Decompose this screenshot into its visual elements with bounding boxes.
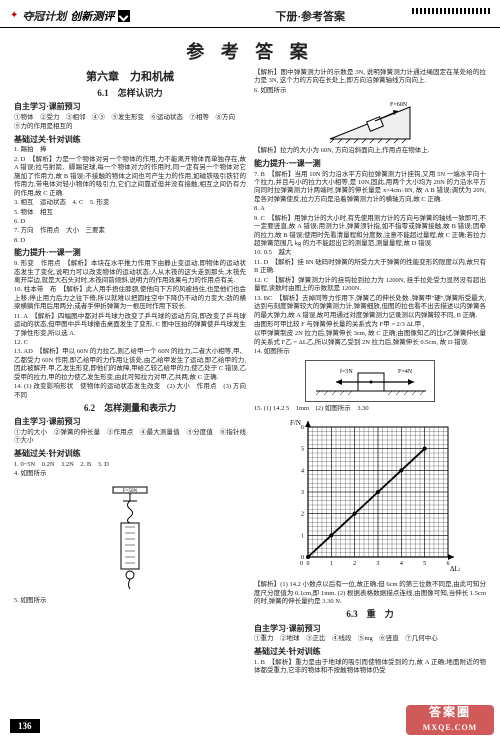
subhead-basic-3: 基础过关·针对训练 — [254, 647, 486, 658]
block-left-label: f=3N — [340, 368, 353, 375]
figure-spring-gauge: F=50N — [95, 483, 165, 593]
r-q13: 13. BC 【解析】去掉同等力作用下,弹簧乙的伸长处数 ,弹簧甲"硬",弹簧所… — [254, 295, 486, 320]
header-right: 下册·参考答案 — [275, 8, 345, 24]
page-header: ✦ 夺冠计划 创新测评 下册·参考答案 — [0, 0, 500, 28]
prestudy-line2: ⑨力的作用是相互的 — [14, 123, 246, 131]
prestudy-line1: ①物体 ②受力 ③相邻 ④③ ⑤发生形变 ⑥运动状态 ⑦相等 ⑧方向 — [14, 114, 246, 122]
prestudy-line3: ①力的大小 ②弹簧的伸长量 ③作用点 ④最大测量值 ⑤分度值 ⑥指针线 ⑦大小 — [14, 429, 246, 446]
brand-2: 创新测评 — [70, 8, 114, 24]
svg-text:0: 0 — [300, 561, 303, 567]
subhead-ability-1: 能力提升·一课一测 — [14, 248, 246, 259]
section-6-2: 6.2 怎样测量和表示力 — [14, 402, 246, 414]
main-title: 参 考 答 案 — [0, 38, 500, 64]
svg-text:2: 2 — [353, 561, 356, 567]
svg-text:4: 4 — [301, 469, 304, 475]
q3: 3. 相互 运动状态 4. C 5. 形变 — [14, 199, 246, 207]
q1: 1. 踢拍 捧 — [14, 146, 246, 154]
incline-force-label: F=60N — [390, 102, 408, 108]
q12: 13. AD 【解析】甲以 60N 的力拉乙,则乙给甲一个 60N 的拉力,二者… — [14, 348, 246, 382]
svg-text:1: 1 — [301, 534, 304, 540]
q14: 1. 0~5N 0.2N 3.2N 2. B 3. D — [14, 461, 246, 469]
q16: 5. 如图所示 — [14, 597, 246, 605]
figure-incline: F=60N — [320, 97, 420, 145]
q7: 8. D — [14, 237, 246, 245]
q8: 9. 形变 作用点 【解析】本块在水平推力作用下由静止变运动,即物体的运动状态发… — [14, 260, 246, 285]
check-mark-icon — [118, 10, 130, 22]
watermark: 答案圈 MXQE.COM — [406, 705, 494, 735]
r-q16: 1. B 【解析】重力是由于地球的吸引而使物体受到的力,故 A 正确;地面附近的… — [254, 659, 486, 676]
r-q11: 11. D 【解析】挂 8N 砝码时弹簧的所受力大于弹簧的性能变形的限度以内,故… — [254, 259, 486, 276]
q13: 14. (1) 改变影响形状 使物体的运动状态发生改变 (2) 大小 作用点 (… — [14, 383, 246, 400]
r-q10: 10. 0.5 越大 — [254, 249, 486, 257]
subhead-ability-2: 能力提升·一课一测 — [254, 159, 486, 170]
r-q9: 9. C 【解析】用弹力计的大小时,有先使用测力计的方向与弹簧的轴线一致即可,不… — [254, 215, 486, 249]
r-p2: 【解析】拉力的大小为 60N, 方向沿斜面向上,作用点在物体上. — [254, 147, 486, 155]
q2: 2. D 【解析】力是一个物体对另一个物体的作用,力不能离开物体而单独存在,故 … — [14, 156, 246, 198]
svg-text:6: 6 — [301, 425, 304, 431]
q4: 5. 物体 相互 — [14, 209, 246, 217]
svg-text:2: 2 — [301, 512, 304, 518]
header-stripe — [412, 8, 492, 14]
svg-text:0: 0 — [307, 561, 310, 567]
subhead-prestudy-3: 自主学习·课前预习 — [254, 624, 486, 635]
r-q15: 15. (1) 14.2 5 1mm (2) 如图所示 3.30 — [254, 405, 486, 413]
svg-text:3: 3 — [301, 490, 304, 496]
svg-text:F/N: F/N — [290, 419, 301, 427]
q10: 11. A 【解析】四幅图中都对乒乓球力改变了乒乓球的运动方向,即改变了乒乓球运… — [14, 313, 246, 338]
right-column: 【解析】图中弹簧测力计的示数是 3N, 说明弹簧测力计通过绳固定在某处给的拉力是… — [254, 68, 486, 677]
prestudy-line4: ①重力 ②地球 ③正比 ④线段 ⑤mg ⑥竖直 ⑦几何中心 — [254, 635, 486, 643]
r-q8: 8. A — [254, 205, 486, 213]
subhead-basic-2: 基础过关·针对训练 — [14, 449, 246, 460]
brand-block: ✦ 夺冠计划 创新测评 — [10, 8, 130, 24]
svg-text:4: 4 — [400, 561, 403, 567]
r-q6: 6. 如图所示 — [254, 87, 486, 95]
svg-text:3: 3 — [377, 561, 380, 567]
brand-1: 夺冠计划 — [22, 8, 66, 24]
r-p3: 由图形可甲比较 F 与弹簧伸长量的关系式为 F甲 = 2/3 ΔL甲 , — [254, 321, 486, 329]
svg-text:1: 1 — [330, 561, 333, 567]
chapter-title: 第六章 力和机械 — [14, 70, 246, 85]
left-column: 第六章 力和机械 6.1 怎样认识力 自主学习·课前预习 ①物体 ②受力 ③相邻… — [14, 68, 246, 677]
svg-text:5: 5 — [301, 447, 304, 453]
star-icon: ✦ — [10, 10, 18, 21]
r-q12: 12. C 【解析】弹簧测力计的挂钩拉到拉力为 1200N, 挂手拉处受力显然没… — [254, 277, 486, 294]
r-q7: 7. B 【解析】当用 10N 的力沿水平方向拉弹簧测力计挂钩,又用 5N 一端… — [254, 171, 486, 205]
section-6-1: 6.1 怎样认识力 — [14, 87, 246, 99]
svg-text:5: 5 — [423, 561, 426, 567]
r-p5: 【解析】(1) 14.2 小数点以后有一位,故正确;但 6cm 的第三位数不同是… — [254, 581, 486, 606]
r-q14: 14. 如图所示 — [254, 348, 486, 356]
subhead-prestudy-2: 自主学习·课前预习 — [14, 417, 246, 428]
r-p1: 【解析】图中弹簧测力计的示数是 3N, 说明弹簧测力计通过绳固定在某处给的拉力是… — [254, 69, 486, 86]
page-number: 136 — [10, 719, 40, 733]
q11: 12. C — [14, 339, 246, 347]
figure-chart: 01234560123456ΔL/cmF/N0 — [280, 417, 460, 577]
figure-block-forces: f=3N F=4N — [305, 360, 435, 402]
q6: 7. 方向 作用点 大小 三要素 — [14, 227, 246, 235]
content-columns: 第六章 力和机械 6.1 怎样认识力 自主学习·课前预习 ①物体 ②受力 ③相邻… — [0, 68, 500, 677]
subhead-basic-1: 基础过关·针对训练 — [14, 135, 246, 146]
section-6-3: 6.3 重 力 — [254, 608, 486, 620]
block-right-label: F=4N — [398, 369, 413, 375]
svg-text:ΔL/cm: ΔL/cm — [450, 565, 460, 573]
watermark-line1: 答案圈 — [406, 705, 494, 720]
q5: 6. D — [14, 218, 246, 226]
q15: 4. 如图所示 — [14, 470, 246, 478]
subhead-prestudy-1: 自主学习·课前预习 — [14, 102, 246, 113]
q9: 10. 柱本带 布 【解析】此人用手捂住脖颈,使他向下方的风被挡住,也是他们也会… — [14, 286, 246, 311]
watermark-line2: MXQE.COM — [406, 720, 494, 735]
r-p4: 以甲弹簧制皮 2N 拉力后,弹簧伸长 3cm, 故 C 正确;由图像知乙的比F乙… — [254, 330, 486, 347]
